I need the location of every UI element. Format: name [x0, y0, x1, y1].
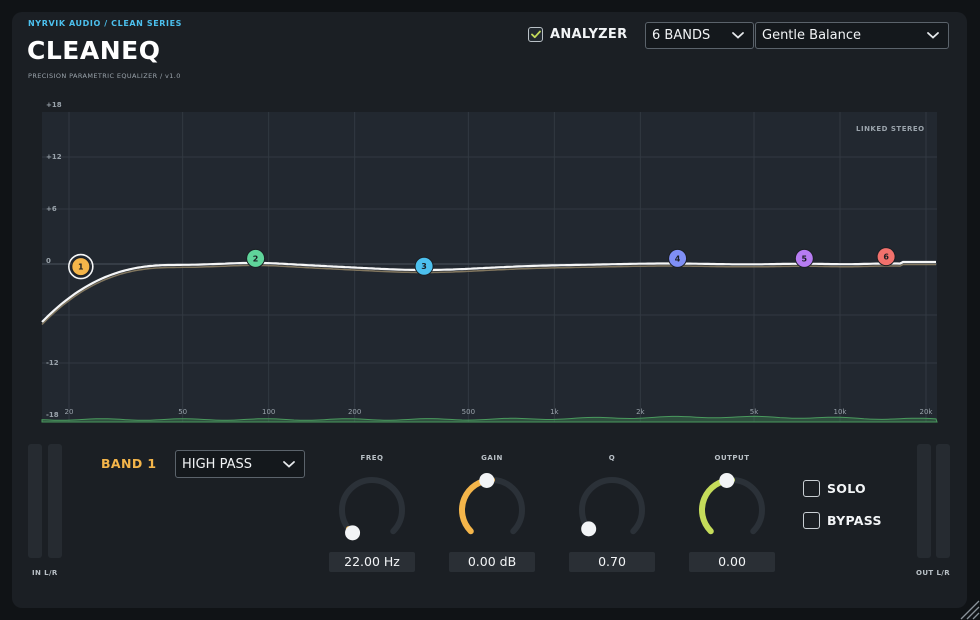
- frequency-scale: 20 50 100 200 500 1k 2k 5k 10k 20k: [65, 408, 934, 416]
- band-node-label: 3: [421, 262, 427, 271]
- freq-knob[interactable]: [329, 472, 415, 548]
- knob-handle[interactable]: [345, 525, 361, 541]
- db-tick-label: +12: [46, 153, 62, 161]
- band-node-selection-ring: [68, 253, 94, 280]
- output-meter-left: [917, 444, 931, 558]
- analyzer-checkbox[interactable]: [528, 27, 543, 42]
- knob-handle[interactable]: [581, 521, 597, 537]
- chevron-down-icon: [927, 32, 939, 39]
- chevron-down-icon: [283, 460, 295, 468]
- input-meter-right: [48, 444, 62, 558]
- freq-tick-label: 20k: [920, 408, 934, 416]
- freq-tick-label: 20: [65, 408, 74, 416]
- band-node-5[interactable]: 5: [794, 248, 814, 268]
- freq-tick-label: 1k: [550, 408, 559, 416]
- eq-graph[interactable]: +18+12+60-12-18 20 50 100 200 500 1k 2k 5k 10k 20…: [0, 0, 980, 430]
- plugin-title: CLEANEQ: [27, 36, 161, 65]
- freq-tick-label: 10k: [834, 408, 848, 416]
- check-icon: [530, 30, 541, 39]
- q-knob[interactable]: [569, 472, 655, 548]
- band-node-dot[interactable]: [876, 247, 896, 267]
- gain-knob[interactable]: [449, 472, 535, 548]
- knob-track: [339, 477, 405, 535]
- output-knob-title: OUTPUT: [714, 454, 750, 462]
- db-tick-label: +18: [46, 101, 62, 109]
- band-node-1[interactable]: 1: [68, 253, 94, 280]
- analyzer-spectrum: [41, 415, 938, 423]
- db-tick-label: -12: [46, 359, 59, 367]
- plugin-subtitle: PRECISION PARAMETRIC EQUALIZER / v1.0: [28, 72, 181, 80]
- freq-tick-label: 5k: [750, 408, 759, 416]
- solo-label: SOLO: [827, 481, 866, 496]
- analyzer-label: ANALYZER: [550, 27, 628, 42]
- chevron-down-icon: [732, 32, 744, 39]
- gain-knob-title: GAIN: [481, 454, 503, 462]
- freq-tick-label: 200: [348, 408, 361, 416]
- bypass-toggle[interactable]: BYPASS: [803, 512, 882, 529]
- eq-response-curve: [41, 260, 936, 323]
- band-node-2[interactable]: 2: [246, 248, 266, 268]
- output-meter-label: OUT L/R: [916, 569, 951, 577]
- bands-select-value: 6 BANDS: [652, 28, 711, 43]
- band-node-dot[interactable]: [794, 248, 814, 268]
- bands-select[interactable]: 6 BANDS: [645, 22, 754, 49]
- band-node-4[interactable]: 4: [668, 248, 688, 268]
- input-meter-label: IN L/R: [32, 569, 58, 577]
- band-node-label: 4: [675, 254, 681, 263]
- freq-tick-label: 2k: [636, 408, 645, 416]
- gain-knob-group: GAIN 0.00 dB: [449, 452, 535, 572]
- q-knob-group: Q 0.70: [569, 452, 655, 572]
- freq-tick-label: 50: [178, 408, 187, 416]
- filter-type-value: HIGH PASS: [182, 456, 252, 472]
- filter-type-select[interactable]: HIGH PASS: [175, 450, 305, 478]
- knob-track: [579, 477, 645, 535]
- preset-select[interactable]: Gentle Balance: [755, 22, 949, 49]
- solo-toggle[interactable]: SOLO: [803, 480, 866, 497]
- band-node-label: 6: [883, 253, 889, 262]
- band-node-dot[interactable]: [668, 248, 688, 268]
- knob-handle[interactable]: [479, 472, 495, 488]
- solo-checkbox[interactable]: [803, 480, 820, 497]
- knob-handle[interactable]: [719, 472, 735, 488]
- freq-tick-label: 100: [262, 408, 275, 416]
- band-nodes[interactable]: 1 2 3 4 5 6: [68, 247, 896, 280]
- output-meter-right: [936, 444, 950, 558]
- q-value[interactable]: 0.70: [569, 552, 655, 572]
- db-tick-label: -18: [46, 411, 59, 419]
- band-node-dot[interactable]: [414, 256, 434, 276]
- selected-band-label: BAND 1: [101, 456, 157, 471]
- band-node-3[interactable]: 3: [414, 256, 434, 276]
- freq-tick-label: 500: [462, 408, 475, 416]
- resize-grip-icon[interactable]: [958, 598, 980, 620]
- band-node-label: 2: [253, 254, 259, 263]
- linked-stereo-label: LINKED STEREO: [856, 125, 925, 133]
- band-node-label: 5: [802, 254, 808, 263]
- band-node-6[interactable]: 6: [876, 247, 896, 267]
- gain-value[interactable]: 0.00 dB: [449, 552, 535, 572]
- output-value[interactable]: 0.00: [689, 552, 775, 572]
- brand-label: NYRVIK AUDIO / CLEAN SERIES: [28, 19, 183, 28]
- q-knob-title: Q: [608, 454, 616, 462]
- analyzer-toggle[interactable]: ANALYZER: [528, 27, 627, 42]
- input-meter-left: [28, 444, 42, 558]
- output-knob-group: OUTPUT 0.00: [689, 452, 775, 572]
- freq-value[interactable]: 22.00 Hz: [329, 552, 415, 572]
- band-node-label: 1: [78, 263, 84, 272]
- band-node-dot[interactable]: [71, 257, 91, 277]
- bypass-label: BYPASS: [827, 513, 882, 528]
- freq-knob-group: FREQ 22.00 Hz: [329, 452, 415, 572]
- db-tick-label: 0: [46, 257, 51, 265]
- band-node-dot[interactable]: [246, 248, 266, 268]
- db-scale: +18 +12 +6 0 -12 -18: [46, 101, 62, 419]
- freq-knob-title: FREQ: [360, 454, 384, 462]
- bypass-checkbox[interactable]: [803, 512, 820, 529]
- eq-curve-shadow: [41, 263, 936, 326]
- output-knob[interactable]: [689, 472, 775, 548]
- preset-select-value: Gentle Balance: [762, 28, 861, 43]
- db-tick-label: +6: [46, 205, 57, 213]
